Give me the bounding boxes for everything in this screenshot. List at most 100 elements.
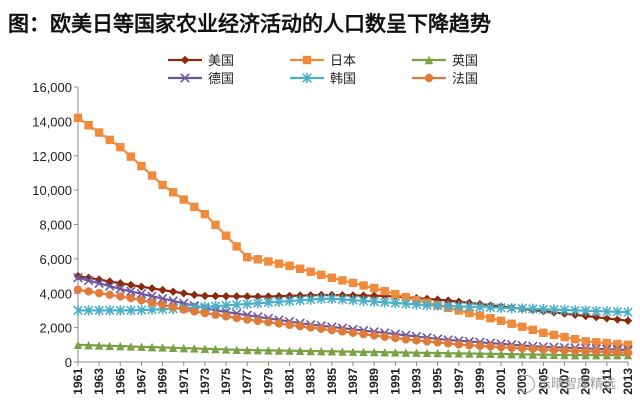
- data-point: [612, 306, 623, 317]
- data-point: [549, 350, 559, 360]
- data-point: [94, 341, 104, 350]
- data-point: [136, 289, 147, 299]
- data-point: [73, 340, 83, 350]
- chart-title: 图：欧美日等国家农业经济活动的人口数呈下降趋势: [8, 12, 491, 36]
- data-point: [158, 180, 167, 190]
- x-tick-label: 1993: [409, 368, 423, 395]
- legend-label: 德国: [208, 72, 234, 87]
- data-point: [158, 343, 167, 352]
- data-point: [613, 315, 622, 324]
- legend-item: 法国: [412, 72, 478, 87]
- data-point: [507, 349, 516, 359]
- data-point: [221, 345, 231, 354]
- x-tick-label: 1997: [452, 368, 466, 395]
- data-point: [157, 293, 168, 304]
- data-point: [422, 337, 432, 346]
- data-point: [126, 280, 136, 290]
- data-point: [221, 300, 231, 311]
- legend-marker: [424, 73, 434, 83]
- data-point: [570, 350, 580, 360]
- data-point: [285, 346, 294, 355]
- data-point: [390, 297, 401, 309]
- data-point: [73, 113, 83, 123]
- x-tick-label: 1995: [431, 368, 445, 395]
- data-point: [443, 339, 453, 348]
- data-point: [348, 347, 358, 356]
- data-point: [391, 348, 400, 357]
- data-point: [168, 287, 178, 296]
- data-point: [369, 296, 379, 307]
- data-point: [285, 320, 294, 330]
- data-point: [94, 288, 104, 298]
- data-point: [475, 301, 485, 313]
- data-point: [243, 292, 252, 301]
- data-point: [211, 344, 220, 354]
- y-tick-label: 14,000: [32, 114, 72, 129]
- data-point: [486, 342, 495, 351]
- data-point: [210, 300, 221, 312]
- x-tick-label: 2001: [494, 368, 508, 395]
- y-tick-label: 4,000: [39, 286, 72, 301]
- data-point: [253, 298, 263, 309]
- x-tick-label: 1989: [367, 368, 381, 395]
- data-point: [253, 292, 263, 301]
- data-point: [411, 299, 422, 310]
- data-point: [327, 293, 337, 304]
- data-point: [539, 345, 548, 354]
- data-point: [243, 315, 252, 324]
- y-tick-label: 10,000: [32, 183, 72, 198]
- data-point: [560, 350, 569, 360]
- data-point: [94, 278, 104, 289]
- x-tick-label: 2013: [621, 368, 635, 395]
- data-point: [422, 300, 432, 311]
- data-point: [391, 289, 400, 299]
- data-point: [211, 291, 220, 301]
- data-point: [327, 347, 337, 356]
- x-tick-label: 1985: [325, 368, 339, 395]
- data-point: [432, 300, 443, 311]
- data-point: [338, 327, 347, 336]
- data-point: [338, 276, 347, 285]
- data-point: [295, 346, 305, 356]
- data-point: [475, 349, 485, 358]
- data-point: [486, 349, 495, 359]
- data-point: [506, 302, 517, 314]
- data-point: [190, 202, 199, 212]
- data-point: [306, 323, 315, 332]
- data-point: [528, 325, 538, 334]
- data-point: [359, 281, 368, 290]
- x-tick-label: 1965: [113, 368, 127, 395]
- data-point: [285, 261, 294, 270]
- data-point: [613, 339, 622, 349]
- data-point: [73, 273, 83, 283]
- data-point: [126, 305, 136, 316]
- legend-marker: [180, 73, 190, 83]
- data-point: [348, 328, 358, 337]
- data-point: [200, 209, 210, 219]
- data-point: [539, 328, 548, 337]
- data-point: [559, 304, 570, 316]
- data-point: [83, 275, 94, 286]
- data-point: [496, 316, 506, 325]
- data-point: [200, 344, 210, 353]
- data-point: [147, 284, 157, 293]
- legend-item: 美国: [168, 54, 234, 69]
- data-point: [475, 311, 485, 320]
- data-point: [73, 305, 83, 316]
- x-tick-label: 1967: [134, 368, 148, 395]
- data-point: [422, 348, 432, 358]
- data-point: [570, 335, 580, 344]
- data-point: [602, 338, 612, 348]
- data-point: [528, 303, 538, 315]
- data-point: [211, 220, 220, 230]
- x-tick-label: 1979: [261, 368, 275, 395]
- data-point: [528, 350, 538, 359]
- legend-label: 日本: [330, 54, 356, 69]
- data-point: [475, 341, 485, 351]
- data-point: [549, 345, 559, 355]
- data-point: [137, 161, 146, 171]
- data-point: [73, 285, 83, 295]
- data-point: [253, 346, 263, 355]
- data-point: [507, 343, 516, 353]
- legend-marker: [302, 72, 312, 84]
